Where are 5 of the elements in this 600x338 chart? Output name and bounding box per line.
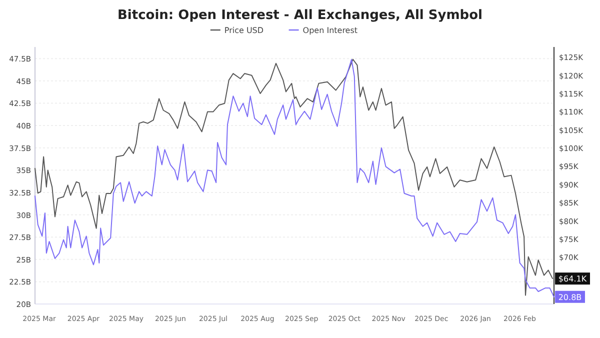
chart-title: Bitcoin: Open Interest - All Exchanges, All Symbol [117,8,483,23]
legend-label: Open Interest [302,26,358,35]
data-label: $64.1K [558,274,588,284]
data-label: 20.8B [558,292,582,302]
legend-label: Price USD [224,26,264,35]
